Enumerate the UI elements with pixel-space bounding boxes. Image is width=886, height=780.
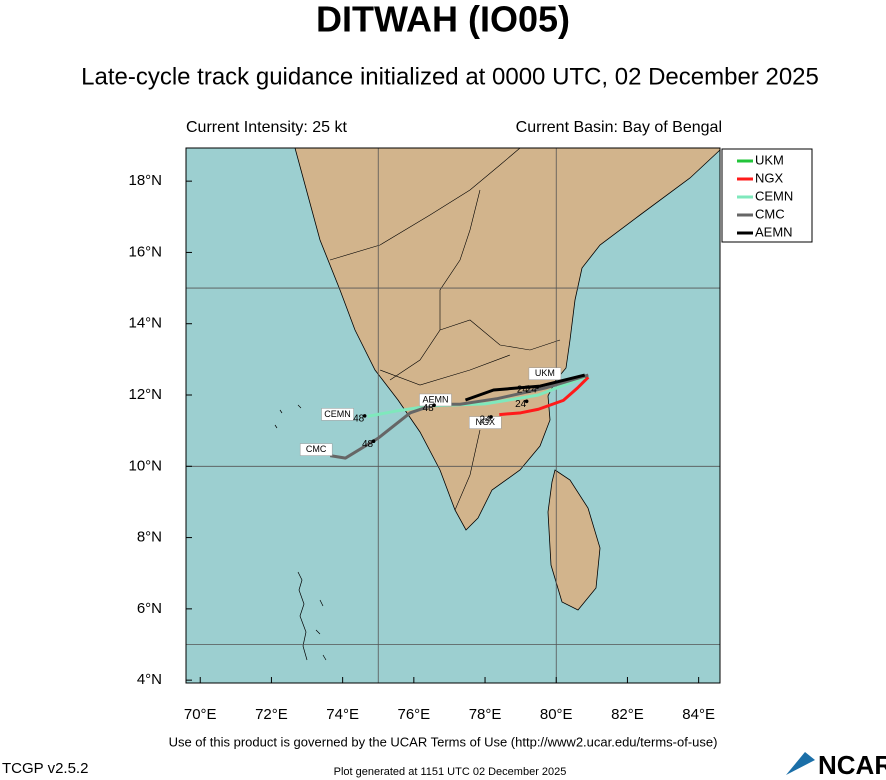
tau-label: 24	[479, 415, 491, 426]
legend-label: NGX	[755, 170, 784, 185]
x-tick-label: 70°E	[184, 706, 217, 723]
track	[464, 373, 586, 402]
model-label-box	[299, 443, 333, 456]
boundaries	[329, 148, 561, 511]
tau-dot	[432, 403, 436, 407]
tau-dot	[371, 439, 376, 443]
x-tick-label: 82°E	[611, 706, 644, 723]
tau-dot	[524, 399, 529, 404]
land-sri-lanka	[547, 469, 601, 611]
y-tick-label: 18°N	[128, 172, 162, 189]
tau-dot	[362, 414, 367, 418]
x-tick-label: 78°E	[469, 706, 502, 723]
model-label: UKM	[535, 368, 555, 378]
tau-label: 24	[517, 385, 529, 396]
x-tick-label: 80°E	[540, 706, 573, 723]
title: DITWAH (IO05)	[316, 0, 570, 40]
version: TCGP v2.5.2	[2, 760, 88, 777]
tau-label: 48	[362, 439, 374, 450]
tau-label: 48	[353, 414, 365, 425]
model-label: AEMN	[422, 394, 448, 404]
legend-label: CEMN	[755, 188, 793, 203]
legend: UKM NGX CEMN CMC AEMN	[721, 148, 813, 243]
subtitle: Late-cycle track guidance initialized at…	[81, 63, 819, 90]
generated: Plot generated at 1151 UTC 02 December 2…	[334, 766, 567, 778]
y-tick-label: 4°N	[137, 671, 162, 688]
model-label-box	[469, 416, 502, 429]
x-tick-label: 74°E	[326, 706, 359, 723]
map-layer: 70°E 72°E 74°E 76°E 78°E 80°E 82°E 84°E 4°N 6°N 8°…	[128, 148, 720, 723]
y-tick-label: 14°N	[128, 315, 162, 332]
x-tick-label: 76°E	[397, 706, 430, 723]
tau-dot	[489, 415, 493, 419]
islands	[274, 404, 327, 661]
legend-label: AEMN	[755, 224, 793, 239]
model-label: CMC	[306, 444, 327, 454]
tau-dot	[535, 385, 540, 389]
x-tick-label: 72°E	[255, 706, 288, 723]
y-tick-label: 6°N	[137, 600, 162, 617]
tau-label: 48	[423, 403, 435, 414]
logo-mark	[786, 752, 815, 775]
model-label: NGX	[476, 417, 496, 427]
logo: NCAR	[818, 750, 886, 780]
tau-label: 24	[515, 399, 527, 410]
y-tick-label: 12°N	[128, 386, 162, 403]
x-tick-label: 84°E	[682, 706, 715, 723]
track	[499, 376, 590, 417]
map-area	[186, 148, 720, 683]
y-tick-label: 10°N	[128, 457, 162, 474]
y-tick-label: 16°N	[128, 243, 162, 260]
land-india	[294, 148, 720, 531]
model-label: CEMN	[324, 409, 351, 419]
model-label-box	[321, 408, 354, 421]
model-label-box	[528, 367, 562, 380]
tau-label: 24	[526, 385, 538, 396]
legend-label: UKM	[755, 152, 784, 167]
legend-label: CMC	[755, 206, 785, 221]
map-frame	[185, 147, 721, 684]
y-tick-label: 8°N	[137, 529, 162, 546]
terms: Use of this product is governed by the U…	[169, 734, 718, 749]
basin: Current Basin: Bay of Bengal	[516, 119, 722, 136]
intensity: Current Intensity: 25 kt	[186, 119, 348, 136]
